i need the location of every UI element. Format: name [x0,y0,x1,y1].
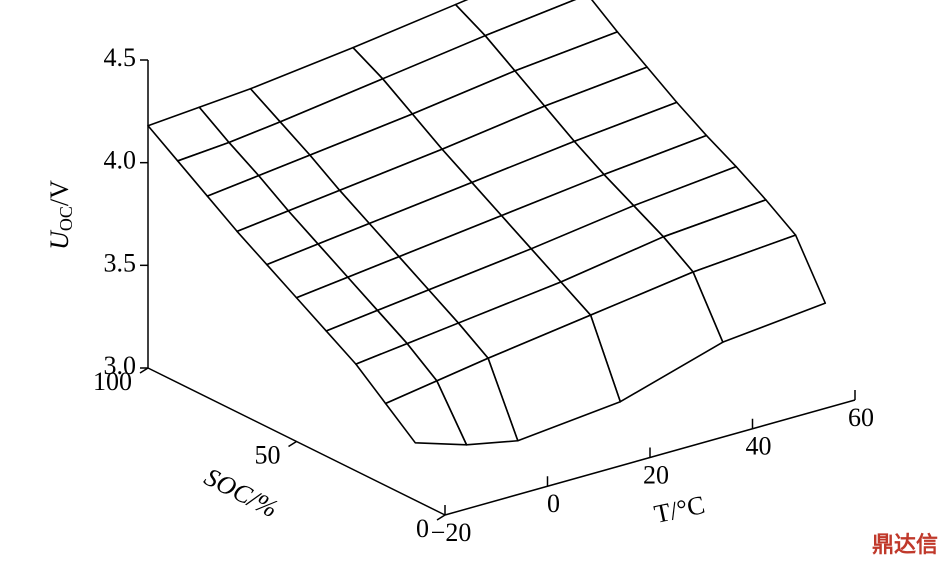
x-tick-label: −20 [431,518,472,547]
z-label-unit: /V [45,180,74,206]
x-axis-label: T/°C [652,490,708,529]
y-tick-label: 50 [255,440,281,469]
z-tick-label: 3.0 [104,351,137,380]
surface-patch [384,380,468,446]
y-tick-label: 100 [93,367,132,396]
z-axis-label: UOC/V [45,180,76,250]
x-tick-label: 40 [746,432,772,461]
y-axis-label: SOC/% [200,462,283,523]
z-tick-label: 4.0 [104,146,137,175]
y-tick [139,367,149,374]
x-tick-label: 0 [547,489,560,518]
z-label-sub: OC [56,206,76,231]
x-tick-label: 20 [643,460,669,489]
z-label-main: U [45,229,74,250]
watermark: 鼎达信 [872,532,938,558]
y-tick [288,440,297,448]
y-tick [436,514,446,521]
y-tick-label: 0 [416,514,429,543]
z-tick-label: 4.5 [104,43,137,72]
x-tick-label: 60 [848,403,874,432]
z-tick-label: 3.5 [104,248,137,277]
